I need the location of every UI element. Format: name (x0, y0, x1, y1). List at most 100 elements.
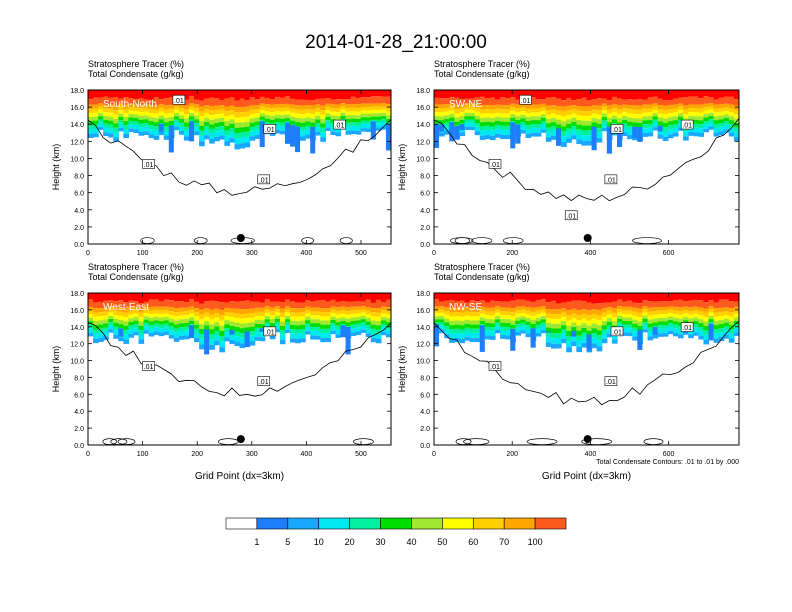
tracer-cell (340, 112, 347, 116)
tracer-cell (556, 338, 562, 344)
tracer-cell (515, 116, 522, 121)
tracer-cell (510, 110, 516, 115)
tracer-cell (335, 325, 342, 330)
tracer-cell (606, 100, 613, 106)
tracer-cell (224, 130, 230, 136)
tracer-cell (723, 117, 730, 122)
tracer-cell (315, 311, 321, 316)
tracer-cell (444, 122, 450, 127)
tracer-cell (678, 322, 684, 327)
tracer-cell (259, 337, 266, 342)
y-axis-label: Height (km) (397, 144, 407, 191)
tracer-cell (148, 129, 155, 135)
tracer-cell (657, 98, 664, 106)
tracer-cell (375, 119, 382, 124)
tracer-cell (305, 121, 311, 126)
tracer-cell (214, 105, 220, 110)
tracer-cell (672, 132, 679, 137)
tracer-cell (204, 109, 210, 114)
tracer-intrusion (459, 124, 465, 131)
tracer-cell (88, 124, 94, 130)
tracer-cell (355, 313, 362, 317)
tracer-intrusion (571, 331, 577, 337)
tracer-cell (647, 319, 654, 324)
tracer-cell (591, 303, 598, 310)
tracer-cell (224, 111, 230, 117)
tracer-cell (484, 315, 491, 320)
tracer-cell (479, 117, 486, 123)
tracer-cell (290, 329, 296, 334)
tracer-cell (434, 90, 440, 98)
tracer-cell (229, 110, 236, 115)
tracer-cell (495, 120, 501, 125)
tracer-cell (254, 99, 261, 106)
tracer-cell (637, 109, 644, 115)
tracer-cell (274, 121, 281, 126)
tracer-cell (93, 333, 99, 339)
tracer-cell (606, 307, 613, 311)
tracer-cell (489, 105, 496, 110)
tracer-cell (439, 104, 445, 109)
tracer-cell (591, 333, 598, 338)
tracer-cell (183, 335, 190, 340)
tracer-cell (199, 293, 205, 304)
tracer-cell (254, 134, 261, 139)
tracer-cell (350, 122, 357, 126)
tracer-cell (698, 307, 705, 312)
tracer-cell (439, 301, 445, 307)
tracer-cell (459, 320, 466, 326)
x-tick-label: 100 (137, 451, 149, 458)
tracer-cell (133, 324, 140, 328)
contour-label-box (564, 210, 578, 221)
colorbar-label: 40 (406, 537, 416, 547)
tracer-cell (224, 116, 230, 121)
tracer-cell (310, 323, 316, 327)
tracer-intrusion (652, 326, 658, 335)
tracer-cell (365, 107, 372, 111)
tracer-cell (138, 119, 145, 124)
tracer-cell (535, 306, 542, 311)
tracer-cell (209, 106, 215, 111)
tracer-cell (168, 318, 175, 323)
tracer-cell (158, 115, 165, 120)
tracer-cell (189, 95, 195, 104)
tracer-cell (444, 126, 450, 131)
tracer-cell (259, 324, 266, 329)
tracer-cell (444, 326, 450, 330)
tracer-cell (550, 130, 557, 136)
tracer-cell (657, 301, 664, 308)
tracer-cell (550, 338, 557, 344)
tracer-cell (581, 342, 588, 348)
tracer-cell (672, 108, 679, 113)
tracer-cell (93, 120, 99, 125)
x-tick-label: 0 (432, 250, 436, 257)
tracer-cell (168, 120, 175, 126)
tracer-cell (355, 306, 362, 311)
tracer-cell (153, 320, 160, 324)
tracer-cell (244, 116, 251, 122)
tracer-cell (530, 127, 537, 133)
tracer-cell (234, 301, 241, 309)
tracer-cell (113, 123, 119, 128)
tracer-cell (264, 316, 271, 320)
tracer-cell (484, 105, 491, 110)
tracer-cell (576, 124, 583, 130)
tracer-cell (454, 328, 461, 333)
tracer-cell (375, 339, 382, 344)
tracer-cell (652, 311, 659, 315)
tracer-cell (259, 113, 266, 117)
tracer-cell (305, 331, 311, 335)
tracer-cell (688, 314, 694, 319)
tracer-cell (606, 113, 613, 118)
tracer-cell (305, 125, 311, 130)
tracer-cell (269, 90, 276, 100)
tracer-cell (505, 319, 511, 324)
tracer-cell (133, 103, 140, 108)
tracer-cell (199, 130, 205, 136)
tracer-cell (93, 293, 99, 303)
tracer-cell (259, 110, 266, 114)
tracer-cell (290, 90, 296, 99)
tracer-cell (259, 320, 266, 325)
tracer-cell (158, 317, 165, 322)
tracer-cell (259, 103, 266, 107)
